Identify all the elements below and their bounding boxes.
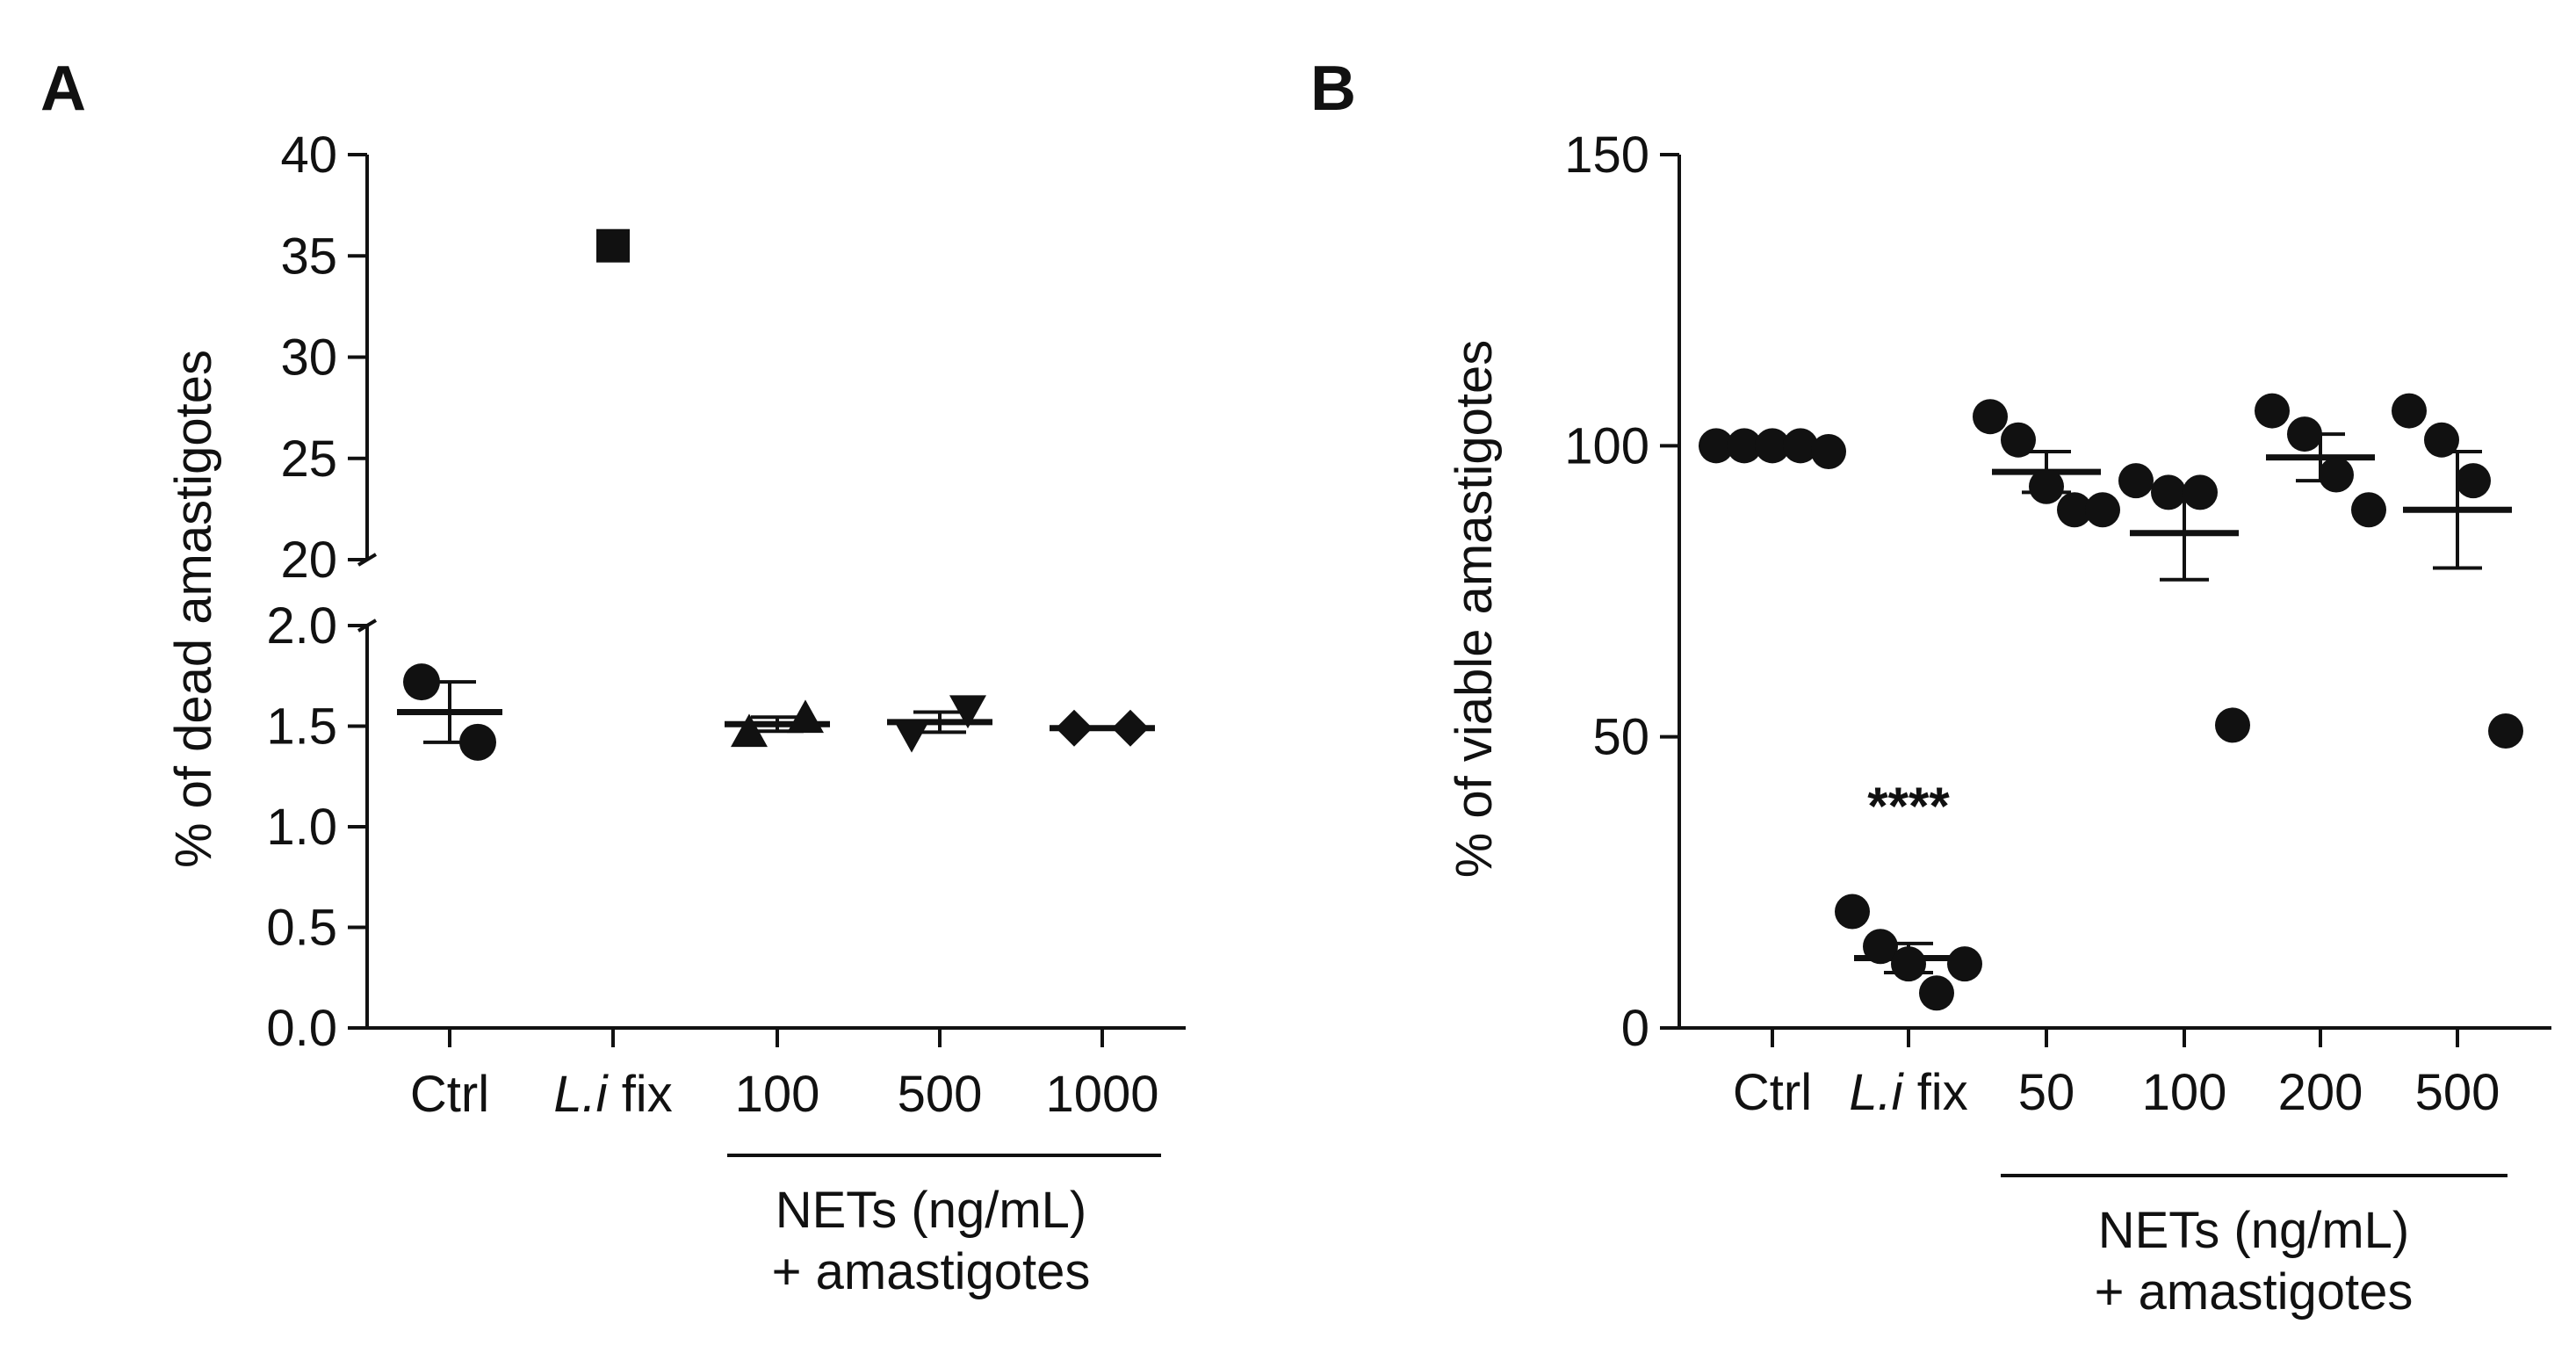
panel-b-series-200 [2255, 393, 2386, 528]
data-point [1891, 946, 1926, 982]
data-point [2488, 713, 2523, 749]
panel-b-category-label: 100 [2142, 1064, 2227, 1121]
panel-a-ytick-label: 25 [280, 431, 337, 488]
panel-b-series-100 [2118, 463, 2250, 743]
data-point [893, 719, 930, 753]
data-point [2029, 468, 2064, 504]
data-point [2319, 457, 2354, 493]
data-point [2351, 492, 2386, 528]
data-point [787, 699, 824, 734]
panel-b-significance-label: **** [1867, 777, 1950, 836]
panel-b-ytick-label: 150 [1564, 127, 1649, 184]
panel-a-series-ctrl [397, 663, 502, 761]
data-point [949, 695, 986, 729]
data-point [2424, 422, 2459, 458]
panel-b-letter: B [1310, 54, 1356, 124]
data-point [2287, 416, 2322, 452]
panel-b-series-50 [1973, 399, 2120, 528]
data-point [2151, 474, 2186, 510]
panel-a-ytick-label: 0.0 [266, 1000, 337, 1057]
panel-a-category-label: 500 [898, 1066, 983, 1123]
panel-b-y-axis-title: % of viable amastigotes [1446, 340, 1503, 879]
data-point [403, 663, 440, 701]
data-point [1811, 433, 1846, 469]
data-point [1056, 709, 1093, 747]
panel-a-ytick-label: 35 [280, 228, 337, 285]
data-point [2392, 393, 2427, 429]
panel-a-category-label: 1000 [1045, 1066, 1158, 1123]
panel-a: A 20 25 30 35 40 0.0 0.5 1.0 1.5 2.0 Ctrl L.i fix 100… [40, 54, 1186, 1300]
data-point [2118, 463, 2154, 499]
data-point [1919, 975, 1954, 1011]
panel-a-series-100 [725, 699, 830, 748]
data-point [1863, 929, 1898, 965]
panel-b-series-500 [2392, 393, 2523, 749]
panel-a-group-label-line1: NETs (ng/mL) [776, 1182, 1087, 1239]
data-point [1727, 428, 1762, 464]
data-point [2001, 422, 2036, 458]
panel-a-y-axis-title: % of dead amastigotes [165, 350, 222, 868]
data-point [1112, 709, 1149, 747]
data-point [2183, 474, 2218, 510]
data-point [1699, 428, 1734, 464]
data-point [2255, 393, 2290, 429]
data-point [1947, 946, 1982, 982]
panel-b-category-label: 500 [2415, 1064, 2500, 1121]
panel-a-series-500 [887, 695, 992, 753]
panel-a-letter: A [40, 54, 86, 124]
panel-a-category-label: L.i fix [553, 1066, 672, 1123]
data-point [459, 723, 496, 761]
panel-a-ytick-label: 30 [280, 329, 337, 387]
panel-b-group-label-line2: + amastigotes [2095, 1263, 2414, 1321]
data-point [2085, 492, 2120, 528]
data-point [2057, 492, 2092, 528]
panel-a-group-label-line2: + amastigotes [772, 1243, 1091, 1300]
panel-a-category-label: Ctrl [410, 1066, 489, 1123]
panel-a-ytick-label: 1.5 [266, 698, 337, 756]
panel-a-series-1000 [1050, 709, 1155, 747]
panel-b-category-label: L.i fix [1849, 1064, 1967, 1121]
panel-b-category-label: 200 [2278, 1064, 2363, 1121]
panel-b: B 0 50 100 150 Ctrl L.i fix 50 100 200 500 NETs (ng… [1310, 54, 2551, 1321]
panel-b-group-label-line1: NETs (ng/mL) [2098, 1202, 2410, 1259]
data-point [2215, 707, 2250, 743]
data-point [1783, 428, 1818, 464]
data-point [731, 713, 768, 748]
data-point [1755, 428, 1790, 464]
panel-b-category-label: Ctrl [1733, 1064, 1812, 1121]
panel-a-series-l-i-fix [596, 228, 630, 263]
panel-b-ytick-label: 0 [1621, 1000, 1649, 1057]
panel-a-ytick-label: 20 [280, 532, 337, 589]
panel-b-ytick-label: 50 [1592, 709, 1649, 766]
panel-b-category-label: 50 [2018, 1064, 2075, 1121]
data-point [1835, 894, 1870, 930]
panel-b-series-l-i-fix [1835, 894, 1982, 1011]
panel-b-series-ctrl [1699, 428, 1846, 469]
panel-b-ytick-label: 100 [1564, 417, 1649, 474]
data-point [1973, 399, 2008, 435]
panel-a-ytick-label: 0.5 [266, 900, 337, 957]
data-point [2456, 463, 2491, 499]
panel-a-ytick-label: 40 [280, 127, 337, 184]
panel-a-ytick-label: 2.0 [266, 597, 337, 655]
panel-a-ytick-label: 1.0 [266, 799, 337, 856]
data-point [596, 228, 630, 263]
panel-a-category-label: 100 [735, 1066, 820, 1123]
